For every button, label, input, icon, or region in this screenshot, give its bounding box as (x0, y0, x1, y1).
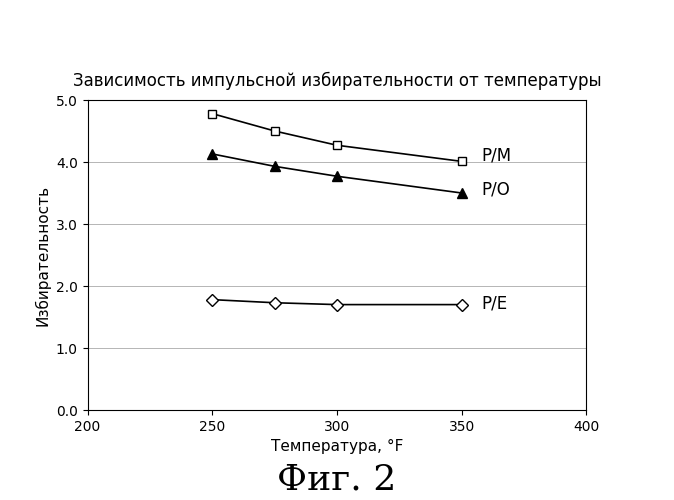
Y-axis label: Избирательность: Избирательность (34, 184, 51, 326)
Text: P/O: P/O (482, 181, 510, 199)
Text: P/E: P/E (482, 294, 508, 312)
Text: P/M: P/M (482, 147, 512, 165)
Text: Фиг. 2: Фиг. 2 (278, 463, 396, 497)
X-axis label: Температура, °F: Температура, °F (271, 440, 403, 454)
Text: Зависимость импульсной избирательности от температуры: Зависимость импульсной избирательности о… (73, 72, 601, 90)
